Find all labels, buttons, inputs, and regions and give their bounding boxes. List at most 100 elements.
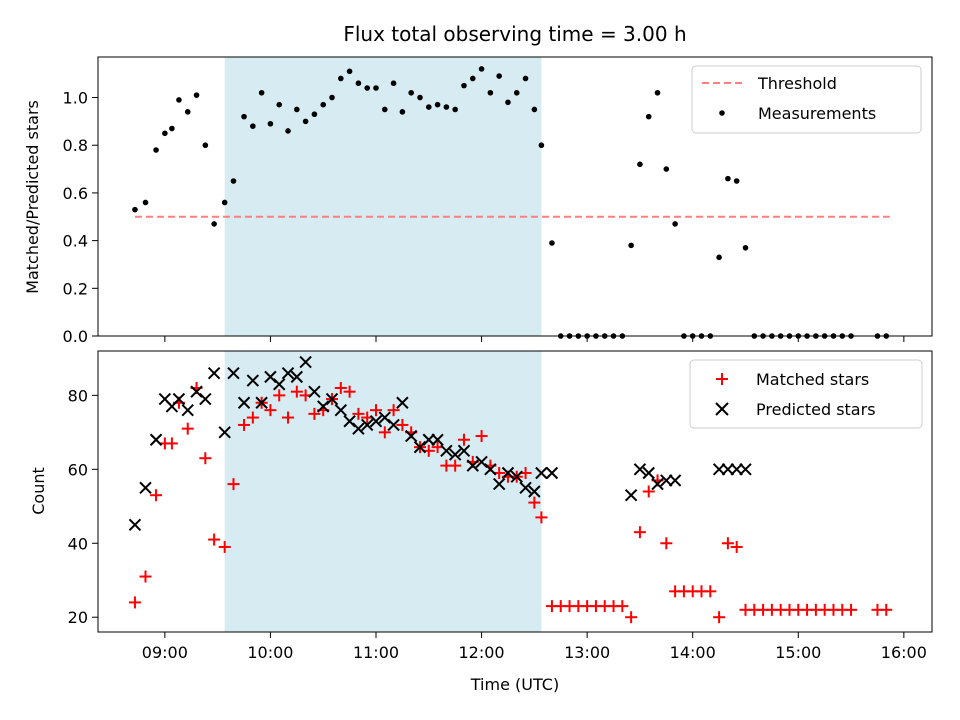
legend-predicted-swatch xyxy=(715,402,729,416)
predicted-point xyxy=(360,418,374,432)
measurement-point xyxy=(302,118,309,125)
predicted-point xyxy=(528,485,541,498)
matched-point xyxy=(334,381,347,394)
matched-point xyxy=(642,485,655,498)
predicted-point xyxy=(457,444,471,458)
matched-point xyxy=(660,537,673,550)
measurement-point xyxy=(311,111,318,118)
x-axis-label: Time (UTC) xyxy=(470,675,559,694)
matched-point xyxy=(625,611,638,624)
measurement-point xyxy=(716,254,722,261)
matched-point xyxy=(721,537,734,550)
predicted-point xyxy=(325,392,339,406)
matched-point xyxy=(528,496,541,509)
measurement-point xyxy=(408,89,414,96)
predicted-point xyxy=(199,392,212,406)
predicted-point xyxy=(273,378,286,391)
measurement-point xyxy=(742,244,749,251)
measurement-point xyxy=(434,101,441,108)
measurement-point xyxy=(364,85,371,91)
predicted-point xyxy=(624,488,638,502)
matched-point xyxy=(730,540,743,553)
top-legend-box xyxy=(691,65,922,134)
measurement-point xyxy=(338,75,344,82)
measurement-point xyxy=(193,92,200,98)
predicted-point xyxy=(237,396,251,409)
predicted-point xyxy=(181,403,194,417)
matched-point xyxy=(457,433,470,446)
matched-point xyxy=(633,526,646,539)
measurement-point xyxy=(505,99,511,106)
predicted-point xyxy=(721,463,735,476)
predicted-point xyxy=(431,433,444,446)
x-tick-label: 11:00 xyxy=(353,643,399,662)
matched-point xyxy=(264,404,277,417)
matched-point xyxy=(246,411,259,424)
matched-point xyxy=(370,404,382,417)
bottom-legend: Matched stars Predicted stars xyxy=(689,359,923,429)
legend-matched-swatch xyxy=(716,373,728,385)
matched-point xyxy=(128,596,141,609)
legend-matched-label: Matched stars xyxy=(756,370,869,389)
predicted-point xyxy=(149,433,163,446)
matched-point xyxy=(227,478,240,491)
measurement-point xyxy=(513,89,520,96)
measurement-point xyxy=(142,199,149,206)
top-panel: 0.0 0.2 0.4 0.6 0.8 1.0 Matched/Predicted sta… xyxy=(23,56,933,346)
top-legend: Threshold Measurements xyxy=(691,65,922,134)
measurement-point xyxy=(496,73,502,79)
x-tick-label: 12:00 xyxy=(459,643,505,662)
predicted-point xyxy=(246,374,260,387)
x-tick-label: 09:00 xyxy=(142,643,188,662)
matched-point xyxy=(238,418,251,431)
measurement-point xyxy=(469,75,476,82)
measurement-point xyxy=(725,175,731,182)
measurement-point xyxy=(478,66,485,72)
y-tick-label: 0.8 xyxy=(63,136,88,155)
matched-point xyxy=(880,603,893,616)
matched-points xyxy=(128,381,893,624)
predicted-point xyxy=(668,474,682,487)
measurement-point xyxy=(355,80,362,87)
predicted-point xyxy=(730,463,743,476)
predicted-point xyxy=(739,463,752,476)
legend-predicted-label: Predicted stars xyxy=(756,400,876,419)
measurement-point xyxy=(184,109,191,115)
measurement-point xyxy=(452,106,458,113)
predicted-point xyxy=(334,403,348,417)
matched-point xyxy=(352,407,365,420)
matched-point xyxy=(387,404,400,417)
predicted-point xyxy=(404,429,418,443)
predicted-point xyxy=(387,418,400,432)
matched-point xyxy=(449,459,462,472)
predicted-point xyxy=(227,366,240,380)
measurement-point xyxy=(663,166,670,172)
matched-point xyxy=(396,418,409,431)
predicted-point xyxy=(281,366,295,380)
predicted-point xyxy=(299,355,312,369)
matched-point xyxy=(181,422,194,435)
measurement-point xyxy=(637,161,643,168)
measurement-point xyxy=(628,242,634,249)
matched-point xyxy=(199,452,212,465)
top-shaded-span xyxy=(224,57,542,336)
predicted-point xyxy=(172,392,186,406)
matched-point xyxy=(150,489,163,502)
measurement-point xyxy=(399,109,406,115)
matched-point xyxy=(475,430,488,443)
matched-point xyxy=(616,600,629,613)
measurement-point xyxy=(733,178,740,184)
predicted-point xyxy=(255,396,268,409)
predicted-point xyxy=(501,466,515,480)
predicted-point xyxy=(440,444,453,458)
measurement-point xyxy=(241,113,247,120)
predicted-point xyxy=(633,463,647,476)
matched-point xyxy=(378,426,391,439)
matched-point xyxy=(290,385,303,398)
bottom-legend-box xyxy=(689,359,923,429)
matched-point xyxy=(139,570,152,583)
bottom-x-ticks: 09:00 10:00 11:00 12:00 13:00 14:00 15:00 16:00 xyxy=(142,632,927,662)
predicted-points xyxy=(128,355,752,531)
bottom-frame xyxy=(97,350,933,633)
measurement-point xyxy=(294,106,300,113)
